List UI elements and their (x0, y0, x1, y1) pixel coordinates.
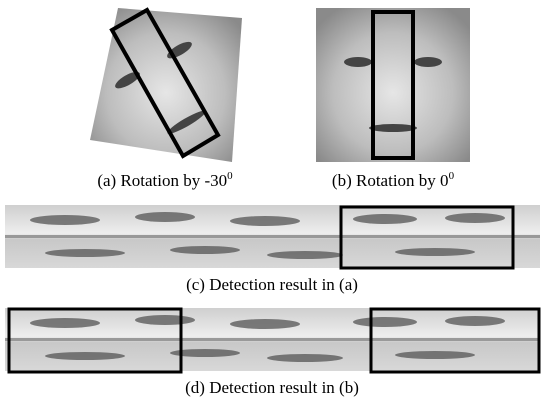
caption-c: (c) Detection result in (a) (186, 275, 358, 294)
caption-b: (b) Rotation by 00 (332, 170, 455, 190)
caption-text: (a) Rotation by -30 (97, 171, 227, 190)
strip-d (5, 308, 540, 372)
caption-a: (a) Rotation by -300 (97, 170, 233, 190)
image-b (316, 8, 470, 162)
caption-text: (b) Rotation by 0 (332, 171, 449, 190)
strip-c (5, 205, 540, 268)
superscript: 0 (449, 170, 455, 182)
figure: (a) Rotation by -300 (b) Rotation by 00 … (0, 0, 545, 408)
caption-d: (d) Detection result in (b) (185, 378, 359, 397)
image-a (90, 8, 242, 162)
superscript: 0 (227, 170, 233, 182)
